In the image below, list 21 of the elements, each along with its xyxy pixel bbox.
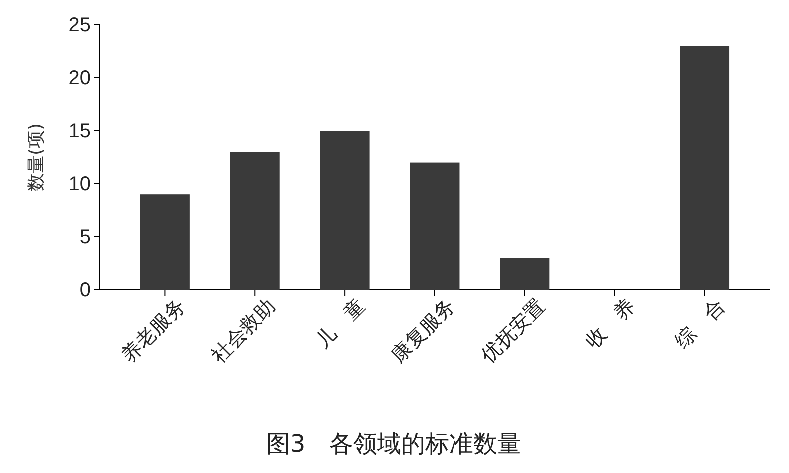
y-tick-label: 20 <box>68 67 91 90</box>
bar <box>230 152 280 290</box>
x-tick-label: 康复服务 <box>388 295 460 368</box>
y-axis-title: 数量(项) <box>26 123 47 192</box>
y-tick-label: 0 <box>80 279 91 302</box>
x-tick-label: 收 养 <box>582 295 640 354</box>
x-tick-label: 社会救助 <box>208 295 280 368</box>
x-tick-label: 综 合 <box>672 295 730 354</box>
x-tick-label: 优抚安置 <box>478 295 550 368</box>
x-tick-label: 儿 童 <box>311 294 370 354</box>
text: 图3 各领域的标准数量 <box>266 430 522 458</box>
bar <box>410 162 460 290</box>
y-tick-label: 15 <box>68 120 91 142</box>
bar <box>680 46 730 290</box>
bar <box>500 258 550 290</box>
y-tick-label: 5 <box>80 226 91 248</box>
y-tick-label: 25 <box>68 14 91 36</box>
x-tick-label: 养老服务 <box>118 295 190 368</box>
bar <box>320 131 370 290</box>
y-tick-label: 10 <box>68 173 91 196</box>
bar <box>140 194 190 290</box>
